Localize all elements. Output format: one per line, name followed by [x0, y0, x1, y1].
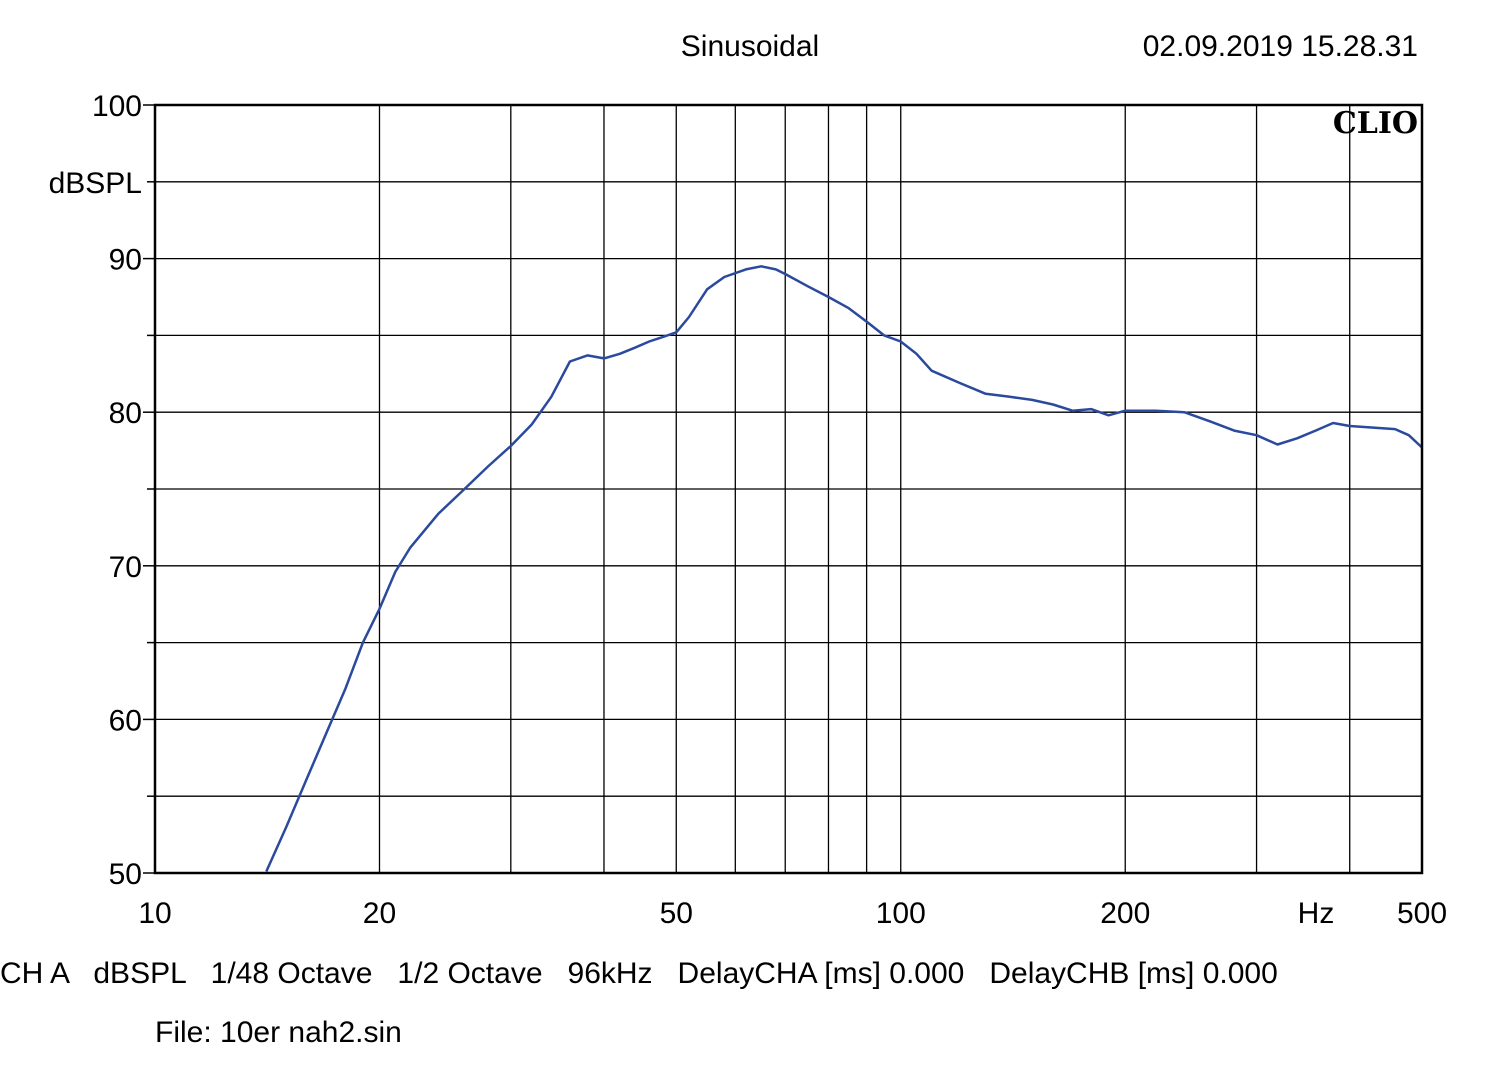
plot-frame — [153, 103, 1424, 875]
footer-info: CH A dBSPL 1/48 Octave 1/2 Octave 96kHz … — [0, 957, 1278, 990]
x-tick-label: 20 — [363, 897, 396, 930]
y-tick-label: 100 — [92, 90, 142, 123]
x-tick-label: 10 — [138, 897, 171, 930]
y-tick-label: 50 — [109, 858, 142, 891]
chart-title: Sinusoidal — [681, 30, 819, 63]
y-tick-label: 70 — [109, 551, 142, 584]
y-tick-label: 80 — [109, 397, 142, 430]
y-tick-label: 90 — [109, 244, 142, 277]
x-tick-label: 50 — [660, 897, 693, 930]
x-tick-label: 200 — [1100, 897, 1150, 930]
y-tick-label: 60 — [109, 704, 142, 737]
timestamp: 02.09.2019 15.28.31 — [1143, 30, 1418, 63]
x-tick-label: 100 — [876, 897, 926, 930]
y-axis-label: dBSPL — [49, 167, 142, 200]
response-curve — [265, 265, 1423, 873]
footer-file: File: 10er nah2.sin — [155, 1016, 402, 1049]
grid — [154, 104, 1423, 874]
clio-logo: CLIO — [1333, 106, 1418, 141]
axis-ticks: 50 60 70 80 90 100 10 20 50 100 200 500 — [92, 90, 1447, 930]
x-tick-label: 500 — [1397, 897, 1447, 930]
x-axis-label: Hz — [1298, 897, 1335, 930]
